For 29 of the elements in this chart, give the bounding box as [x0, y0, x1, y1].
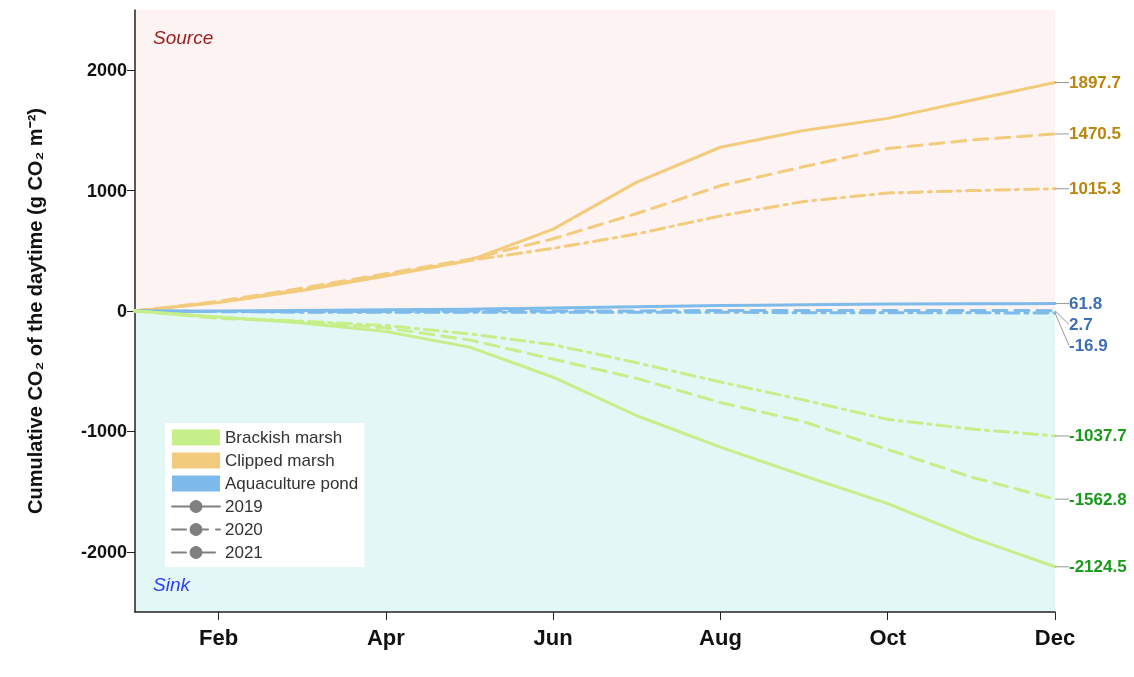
band-label: Sink: [153, 574, 192, 595]
data-label: -16.9: [1069, 336, 1108, 356]
y-tick-label: 1000: [86, 180, 127, 201]
band-label: Source: [153, 27, 214, 48]
data-label: 1470.5: [1069, 124, 1121, 144]
x-tick-label: Oct: [869, 624, 907, 650]
x-tick-label: Feb: [199, 624, 239, 650]
legend-label: 2019: [225, 497, 263, 516]
legend-label: Aquaculture pond: [225, 474, 359, 493]
y-tick-label: 2000: [86, 60, 127, 81]
legend-label: Brackish marsh: [225, 428, 343, 447]
data-label: -2124.5: [1069, 557, 1127, 577]
x-tick-label: Apr: [366, 624, 406, 650]
x-tick-label: Jun: [533, 624, 573, 650]
y-tick-label: 0: [116, 301, 127, 321]
legend-label: 2020: [225, 520, 263, 539]
data-label: 2.7: [1069, 315, 1093, 335]
x-tick-label: Aug: [699, 624, 742, 650]
legend-label: Clipped marsh: [225, 451, 335, 470]
data-label: -1037.7: [1069, 426, 1127, 446]
y-axis-title: Cumulative CO₂ of the daytime (g CO₂ m⁻²): [24, 108, 46, 514]
data-label: 1015.3: [1069, 179, 1121, 199]
data-label: -1562.8: [1069, 489, 1127, 509]
data-label: 1897.7: [1069, 73, 1121, 93]
legend-label: 2021: [225, 543, 263, 562]
data-label: 61.8: [1069, 294, 1103, 314]
y-tick-label: -1000: [80, 421, 127, 442]
x-tick-label: Dec: [1034, 624, 1076, 650]
y-tick-label: -2000: [80, 541, 127, 562]
